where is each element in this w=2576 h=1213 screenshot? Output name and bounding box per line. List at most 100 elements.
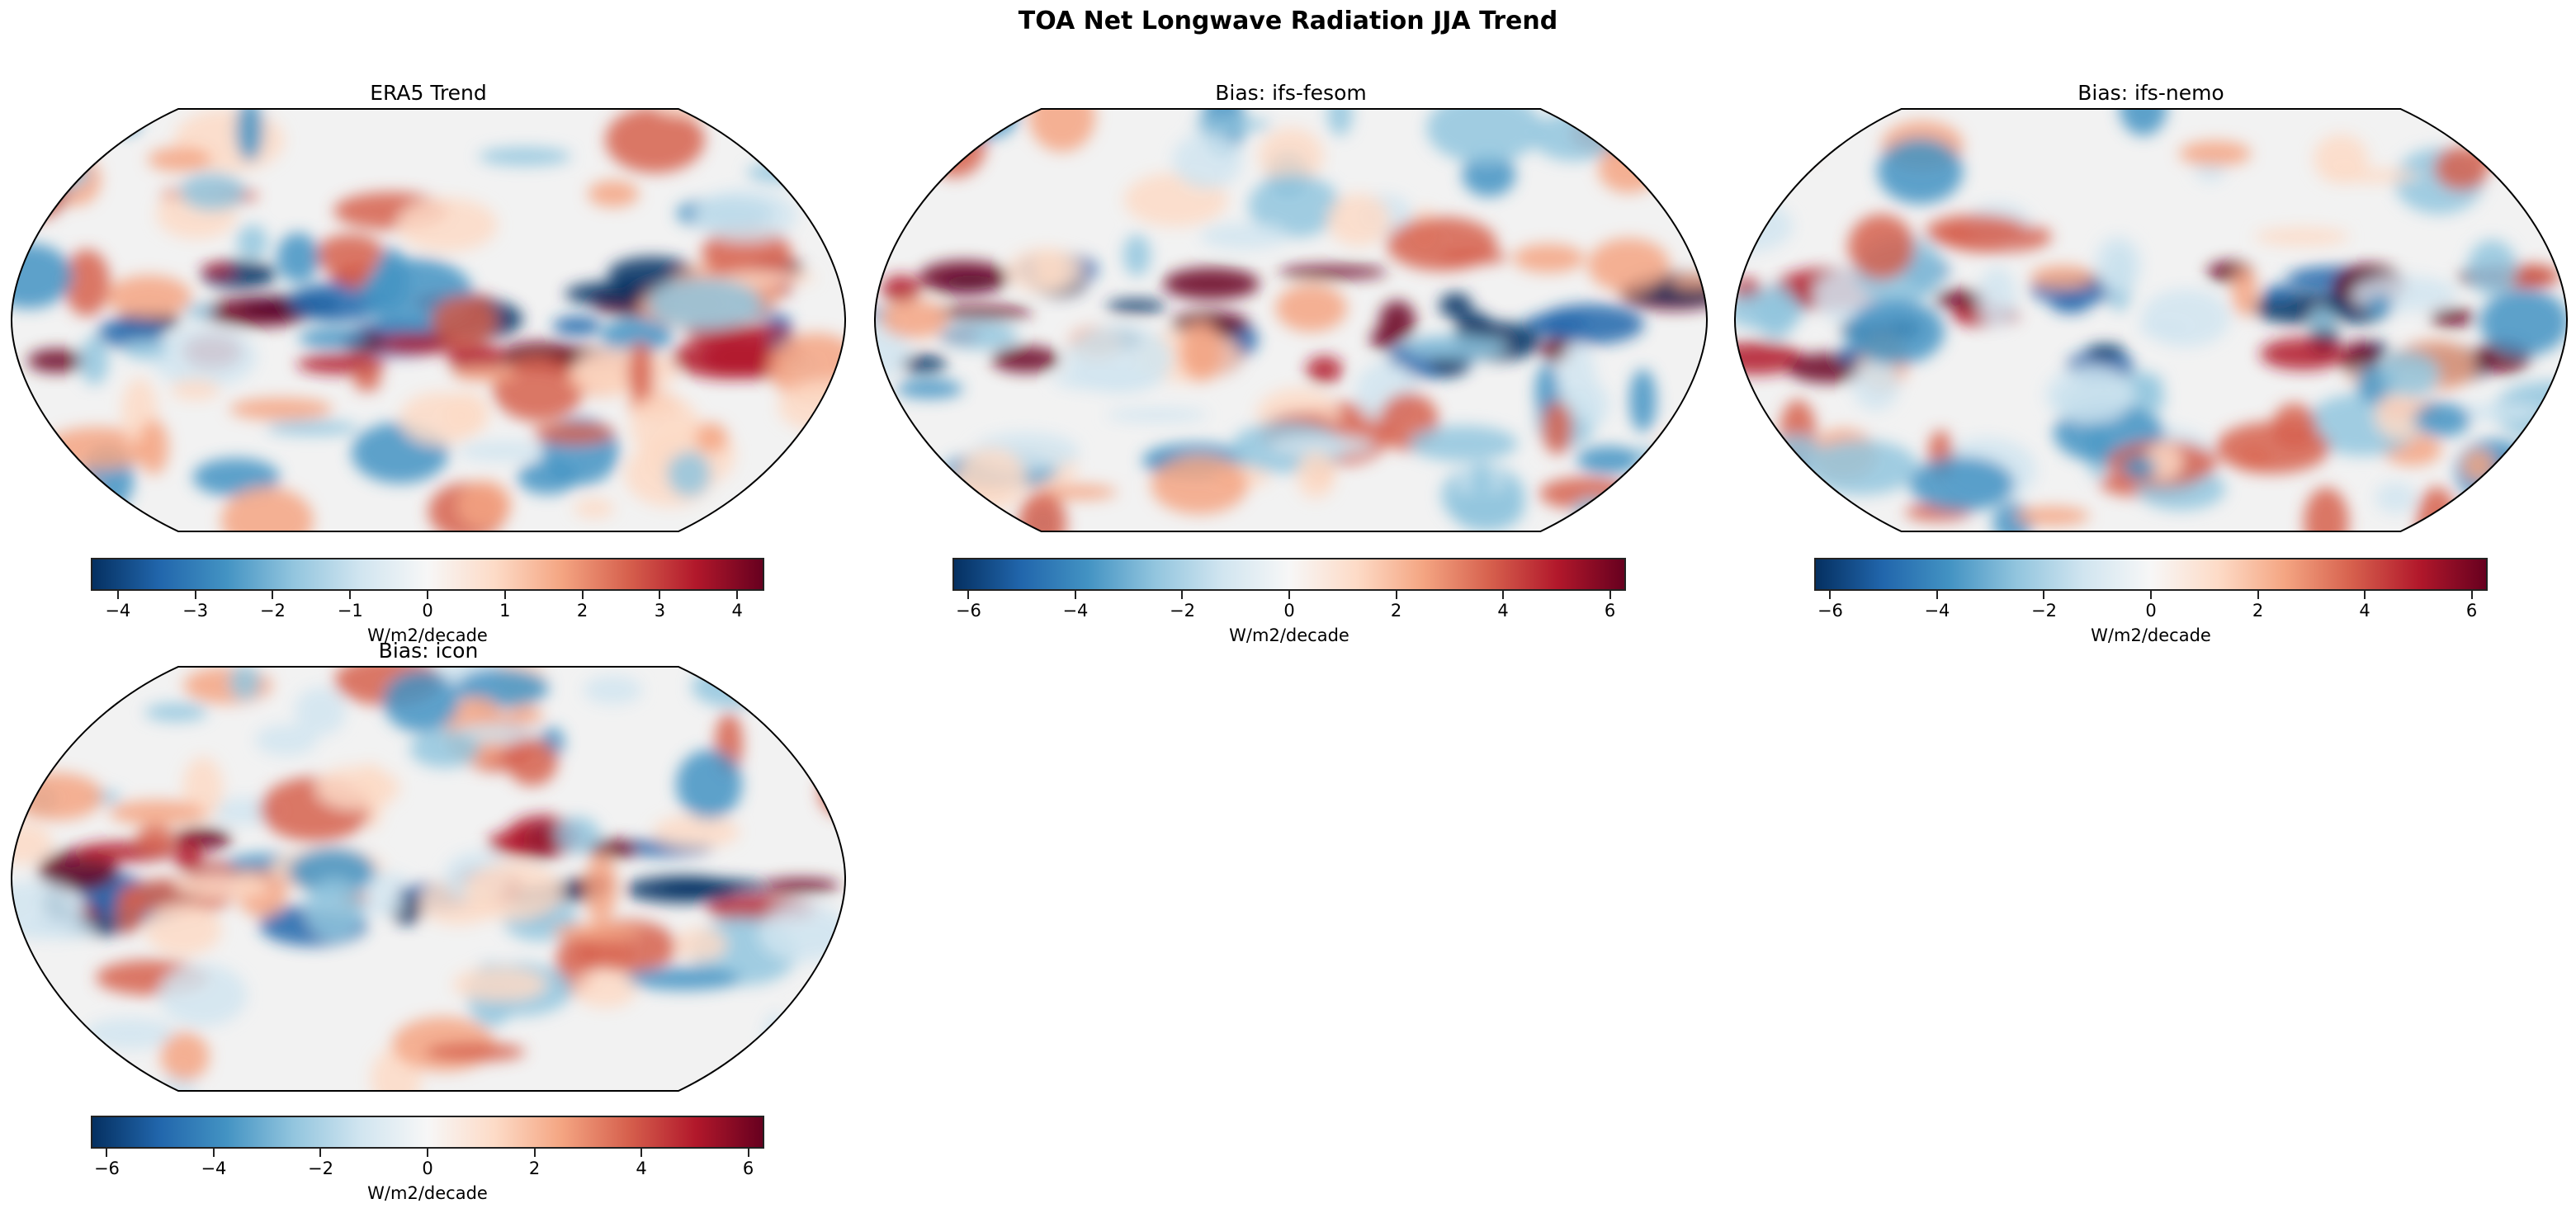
field-blob bbox=[255, 724, 318, 756]
field-blob bbox=[2309, 307, 2336, 332]
field-blob bbox=[50, 154, 101, 205]
field-blob bbox=[1151, 455, 1248, 515]
field-blob bbox=[201, 262, 234, 276]
field-blob bbox=[457, 480, 512, 529]
field-blob bbox=[220, 487, 314, 531]
field-blob bbox=[1105, 408, 1208, 422]
field-blob bbox=[896, 379, 963, 399]
colorbar-label: W/m2/decade bbox=[2091, 625, 2211, 645]
colorbar-tick-label: −6 bbox=[93, 1159, 120, 1178]
field-blob bbox=[2467, 239, 2517, 296]
colorbar-tick bbox=[581, 591, 584, 599]
field-blob bbox=[2413, 403, 2471, 437]
field-blob bbox=[506, 706, 543, 725]
field-blob bbox=[1557, 343, 1596, 413]
field-blob bbox=[762, 878, 840, 894]
colorbar-tick-label: 0 bbox=[1283, 601, 1295, 621]
field-blob bbox=[201, 297, 312, 328]
colorbar-tick bbox=[1609, 591, 1611, 599]
field-blob bbox=[880, 300, 948, 339]
field-blob bbox=[939, 322, 1019, 350]
field-blob bbox=[2141, 289, 2231, 347]
field-blob bbox=[1735, 147, 1817, 161]
colorbar-tick bbox=[272, 591, 274, 599]
field-blob bbox=[506, 738, 558, 786]
field-blob bbox=[1925, 214, 2030, 249]
panel-title: Bias: ifs-nemo bbox=[2077, 81, 2224, 105]
field-blob bbox=[174, 872, 270, 899]
field-blob bbox=[784, 925, 843, 946]
field-blob bbox=[1123, 234, 1151, 276]
field-blob bbox=[107, 114, 140, 134]
field-blob bbox=[1536, 304, 1644, 345]
field-blob bbox=[432, 296, 496, 346]
field-blob bbox=[1978, 267, 2016, 328]
field-blob bbox=[478, 147, 572, 166]
field-blob bbox=[1296, 451, 1335, 499]
field-blob bbox=[1278, 265, 1387, 279]
field-blob bbox=[1468, 462, 1494, 506]
field-blob bbox=[555, 816, 600, 854]
colorbar-tick bbox=[640, 1149, 643, 1157]
field-blob bbox=[574, 969, 637, 1008]
field-blob bbox=[2121, 455, 2157, 479]
field-blob bbox=[314, 234, 385, 276]
field-blob bbox=[144, 703, 208, 722]
map-2 bbox=[1734, 108, 2568, 532]
colorbar-tick-label: 2 bbox=[576, 601, 588, 621]
map-outline bbox=[874, 108, 1708, 532]
field-blob bbox=[1269, 435, 1375, 456]
field-blob bbox=[12, 680, 64, 708]
field-blob bbox=[79, 336, 109, 385]
field-blob bbox=[875, 109, 952, 146]
field-blob bbox=[1386, 216, 1497, 271]
colorbar-tick-label: 4 bbox=[2359, 601, 2370, 621]
field-blob bbox=[451, 366, 517, 382]
field-blob bbox=[659, 879, 773, 895]
field-blob bbox=[627, 341, 655, 403]
field-blob bbox=[2430, 308, 2475, 327]
field-blob bbox=[175, 838, 202, 873]
map-1 bbox=[874, 108, 1708, 532]
field-blob bbox=[2139, 321, 2190, 337]
field-blob bbox=[630, 394, 700, 459]
field-blob bbox=[1426, 109, 1543, 164]
field-blob bbox=[1934, 289, 1989, 309]
field-blob bbox=[1106, 299, 1167, 314]
panel-title: Bias: ifs-fesom bbox=[1215, 81, 1367, 105]
field-blob bbox=[106, 275, 192, 319]
field-blob bbox=[81, 1060, 120, 1091]
field-blob bbox=[584, 852, 617, 923]
field-blob bbox=[235, 109, 263, 162]
colorbar-label: W/m2/decade bbox=[1229, 625, 1349, 645]
field-blob bbox=[693, 188, 798, 242]
colorbar-tick-label: 6 bbox=[2465, 601, 2478, 621]
field-blob bbox=[1846, 299, 1945, 365]
field-blob bbox=[919, 260, 1009, 295]
field-blob bbox=[170, 379, 220, 401]
field-blob bbox=[2375, 482, 2417, 514]
colorbar-tick-label: 0 bbox=[422, 601, 433, 621]
field-blob bbox=[1909, 456, 2015, 512]
colorbar-tick bbox=[212, 1149, 215, 1157]
colorbar-tick bbox=[116, 591, 119, 599]
field-blob bbox=[160, 1031, 210, 1081]
field-blob bbox=[158, 964, 248, 1027]
colorbar-tick-label: −4 bbox=[1062, 601, 1089, 621]
panel-title: ERA5 Trend bbox=[370, 81, 487, 105]
field-blob bbox=[1248, 174, 1341, 238]
field-blob bbox=[887, 479, 925, 531]
field-blob bbox=[695, 422, 728, 454]
field-blob bbox=[108, 800, 207, 825]
colorbar bbox=[91, 558, 764, 591]
field-blob bbox=[743, 667, 780, 705]
field-blob bbox=[42, 512, 105, 531]
field-blob bbox=[2434, 146, 2489, 191]
field-blob bbox=[1007, 248, 1085, 294]
field-blob bbox=[552, 316, 602, 337]
field-blob bbox=[84, 1017, 176, 1050]
colorbar-tick bbox=[106, 1149, 108, 1157]
field-blob bbox=[25, 512, 59, 531]
field-blob bbox=[147, 147, 213, 172]
